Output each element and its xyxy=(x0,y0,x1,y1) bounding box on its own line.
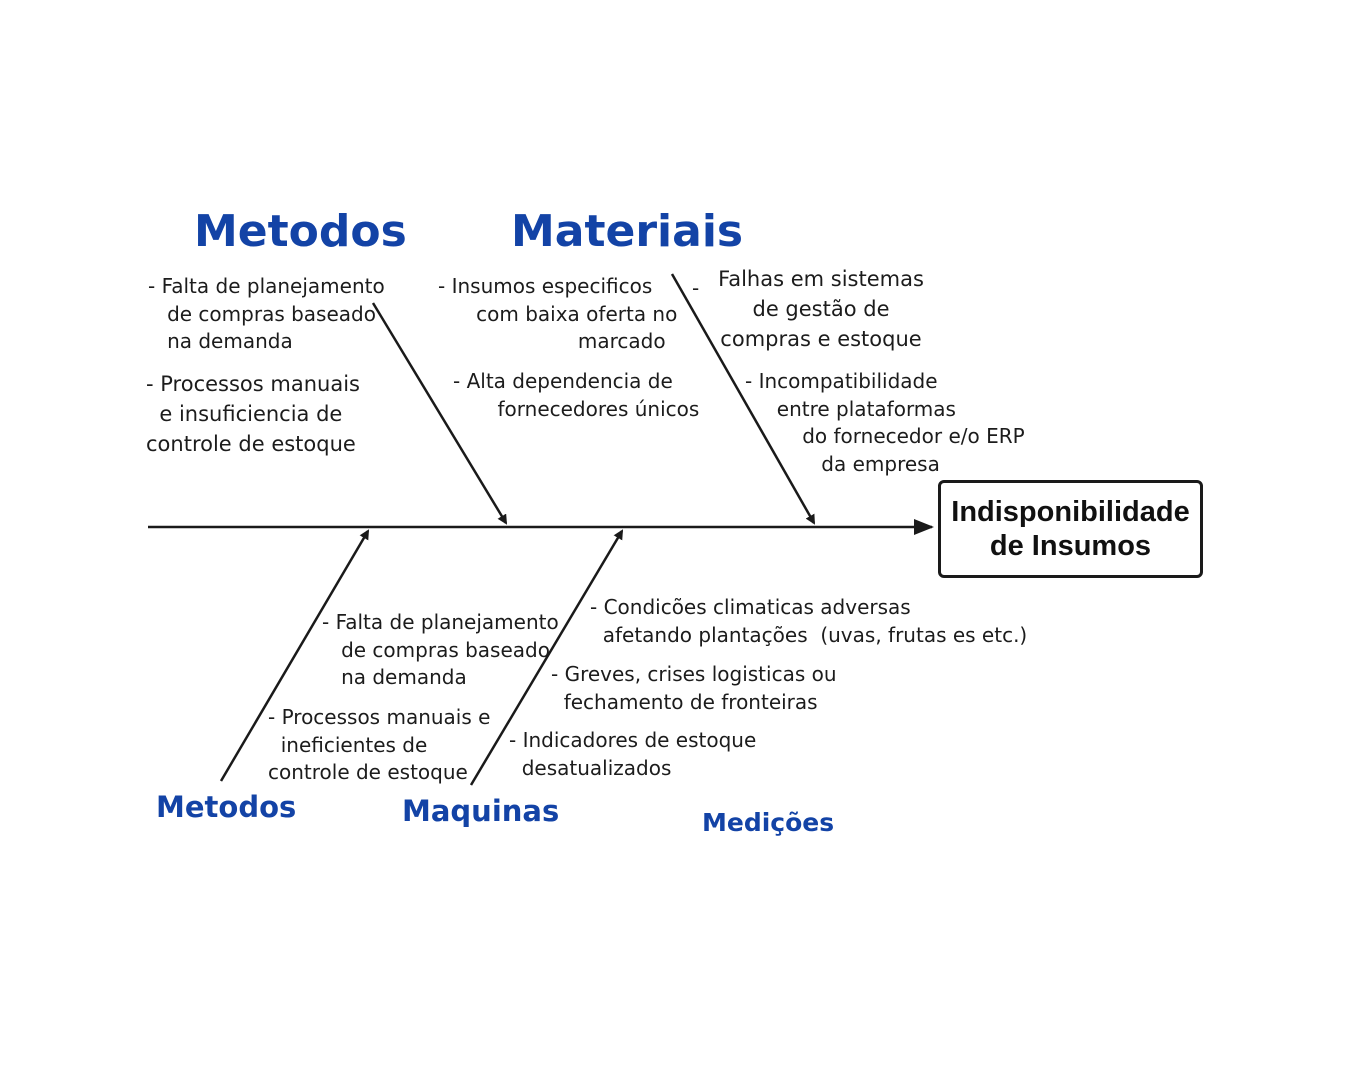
cause-top-mid-2: - Alta dependencia de fornecedores único… xyxy=(453,369,700,421)
category-top-right: Materiais xyxy=(511,206,744,257)
cause-top-right-1: Falhas em sistemas de gestão de compras … xyxy=(718,267,924,351)
bone-top-left xyxy=(371,302,508,525)
cause-top-right-2: - Incompatibilidade entre plataformas do… xyxy=(745,369,1025,476)
cause-bottom-mid-1: - Condicões climaticas adversas afetando… xyxy=(590,595,1028,647)
category-bottom-left: Metodos xyxy=(156,790,297,824)
bone-bottom-left xyxy=(219,529,370,782)
cause-top-left-1: - Falta de planejamento de compras basea… xyxy=(148,274,385,353)
effect-box: Indisponibilidade de Insumos xyxy=(938,480,1203,578)
cause-top-mid-1: - Insumos especificos com baixa oferta n… xyxy=(438,274,678,353)
cause-top-right-dash: - xyxy=(692,276,700,300)
bone-top-right xyxy=(670,273,816,525)
category-bottom-mid: Maquinas xyxy=(402,794,560,828)
cause-top-left-2: - Processos manuais e insuficiencia de c… xyxy=(146,372,360,456)
effect-label: Indisponibilidade de Insumos xyxy=(951,496,1190,562)
category-top-left: Metodos xyxy=(194,206,407,257)
cause-bottom-mid-3: - Indicadores de estoque desatualizados xyxy=(509,728,757,780)
cause-bottom-left-2: - Processos manuais e ineficientes de co… xyxy=(268,705,491,784)
cause-bottom-left-1: - Falta de planejamento de compras basea… xyxy=(322,610,559,689)
cause-bottom-mid-2: - Greves, crises logisticas ou fechament… xyxy=(551,662,837,714)
category-bottom-right: Medições xyxy=(702,808,835,837)
bone-bottom-mid xyxy=(469,529,624,786)
